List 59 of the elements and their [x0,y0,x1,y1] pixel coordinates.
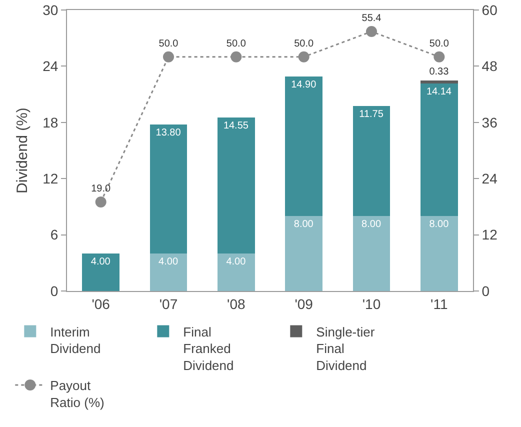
point [230,51,242,62]
data-label: 13.80 [156,127,182,138]
data-label: 50.0 [429,38,450,50]
data-label: 55.4 [362,13,382,24]
data-label: 0.33 [429,66,450,78]
data-label: 14.55 [223,120,249,132]
y2-tick-label: 36 [482,114,498,130]
y2-tick-label: 12 [482,226,498,243]
bar [352,106,390,216]
y-tick-label: 6 [50,226,58,243]
bar [285,216,322,291]
y-axis-title: Dividend (%) [14,108,31,194]
x-tick-label: '06 [92,296,110,312]
data-label: 50.0 [158,38,179,50]
legend-label: Final Franked Dividend [183,324,234,374]
y2-tick-label: 0 [482,282,490,299]
y-tick-label: 12 [42,170,58,186]
x-tick-label: '07 [159,296,178,312]
bar [285,76,322,216]
data-label: 19.0 [91,184,111,195]
data-label: 50.0 [226,38,246,50]
x-tick-label: '09 [294,296,314,312]
x-tick-label: '08 [227,296,246,312]
data-label: 8.00 [294,219,314,230]
data-label: 11.75 [359,109,384,120]
data-label: 4.00 [158,256,178,268]
point [163,51,174,62]
data-label: 8.00 [362,219,382,230]
bar [352,216,390,291]
point [298,51,310,62]
legend-label: Interim Dividend [50,324,101,356]
data-label: 8.00 [429,219,450,230]
y2-tick-label: 48 [482,58,498,74]
bar [150,254,188,291]
data-label: 50.0 [294,38,314,50]
point [366,26,377,38]
bar [218,117,255,254]
bar [420,80,458,84]
x-tick-label: '10 [362,296,381,312]
y2-tick-label: 24 [482,170,498,186]
y-tick-label: 18 [42,114,58,130]
legend-label: Single-tier Final Dividend [316,324,376,374]
bar [82,254,120,291]
x-tick-label: '11 [430,296,448,312]
data-label: 14.14 [426,86,452,98]
legend-label: Payout Ratio (%) [50,378,104,410]
y2-tick-label: 60 [482,2,498,18]
data-label: 4.00 [90,256,111,268]
point [434,51,445,62]
bar [420,216,458,291]
bar [150,124,188,254]
bar [218,254,255,291]
y-tick-label: 30 [42,2,58,18]
y-tick-label: 24 [42,58,58,74]
point [95,196,106,208]
data-label: 4.00 [226,256,246,268]
y-tick-label: 0 [50,282,58,299]
data-label: 14.90 [291,80,317,90]
bar [420,84,458,216]
